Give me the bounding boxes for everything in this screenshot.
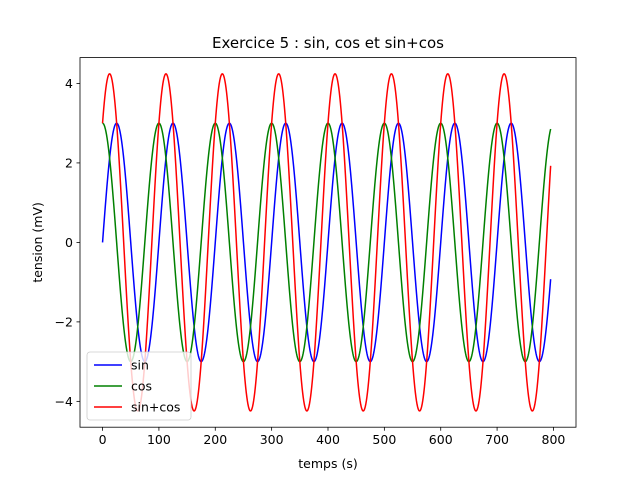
x-axis-label: temps (s)	[298, 456, 357, 471]
y-tick-label: −4	[55, 394, 73, 409]
plot-series	[101, 73, 552, 412]
x-tick-label: 0	[99, 432, 107, 447]
x-tick-label: 400	[316, 432, 340, 447]
legend-label: cos	[131, 379, 152, 394]
x-tick-label: 500	[372, 432, 396, 447]
legend-box	[86, 351, 192, 421]
legend-label: sin+cos	[131, 400, 180, 415]
y-axis: −4 −2 0 2 4	[55, 76, 80, 409]
x-tick-label: 300	[260, 432, 284, 447]
y-tick-label: 2	[65, 155, 73, 170]
x-tick-label: 200	[203, 432, 227, 447]
x-tick-label: 600	[429, 432, 453, 447]
y-tick-label: 0	[65, 235, 73, 250]
x-axis: 0 100 200 300 400 500 600 700 800	[99, 427, 566, 447]
x-tick-label: 700	[485, 432, 509, 447]
legend-label: sin	[131, 358, 149, 373]
y-tick-label: −2	[55, 314, 73, 329]
x-tick-label: 800	[542, 432, 566, 447]
chart-title: Exercice 5 : sin, cos et sin+cos	[212, 34, 444, 52]
series-line-cos	[102, 122, 552, 363]
legend: sin cos sin+cos	[86, 351, 192, 421]
y-axis-label: tension (mV)	[30, 202, 45, 283]
x-tick-label: 100	[147, 432, 171, 447]
series-line-sin-cos	[101, 73, 552, 412]
y-tick-label: 4	[65, 76, 73, 91]
